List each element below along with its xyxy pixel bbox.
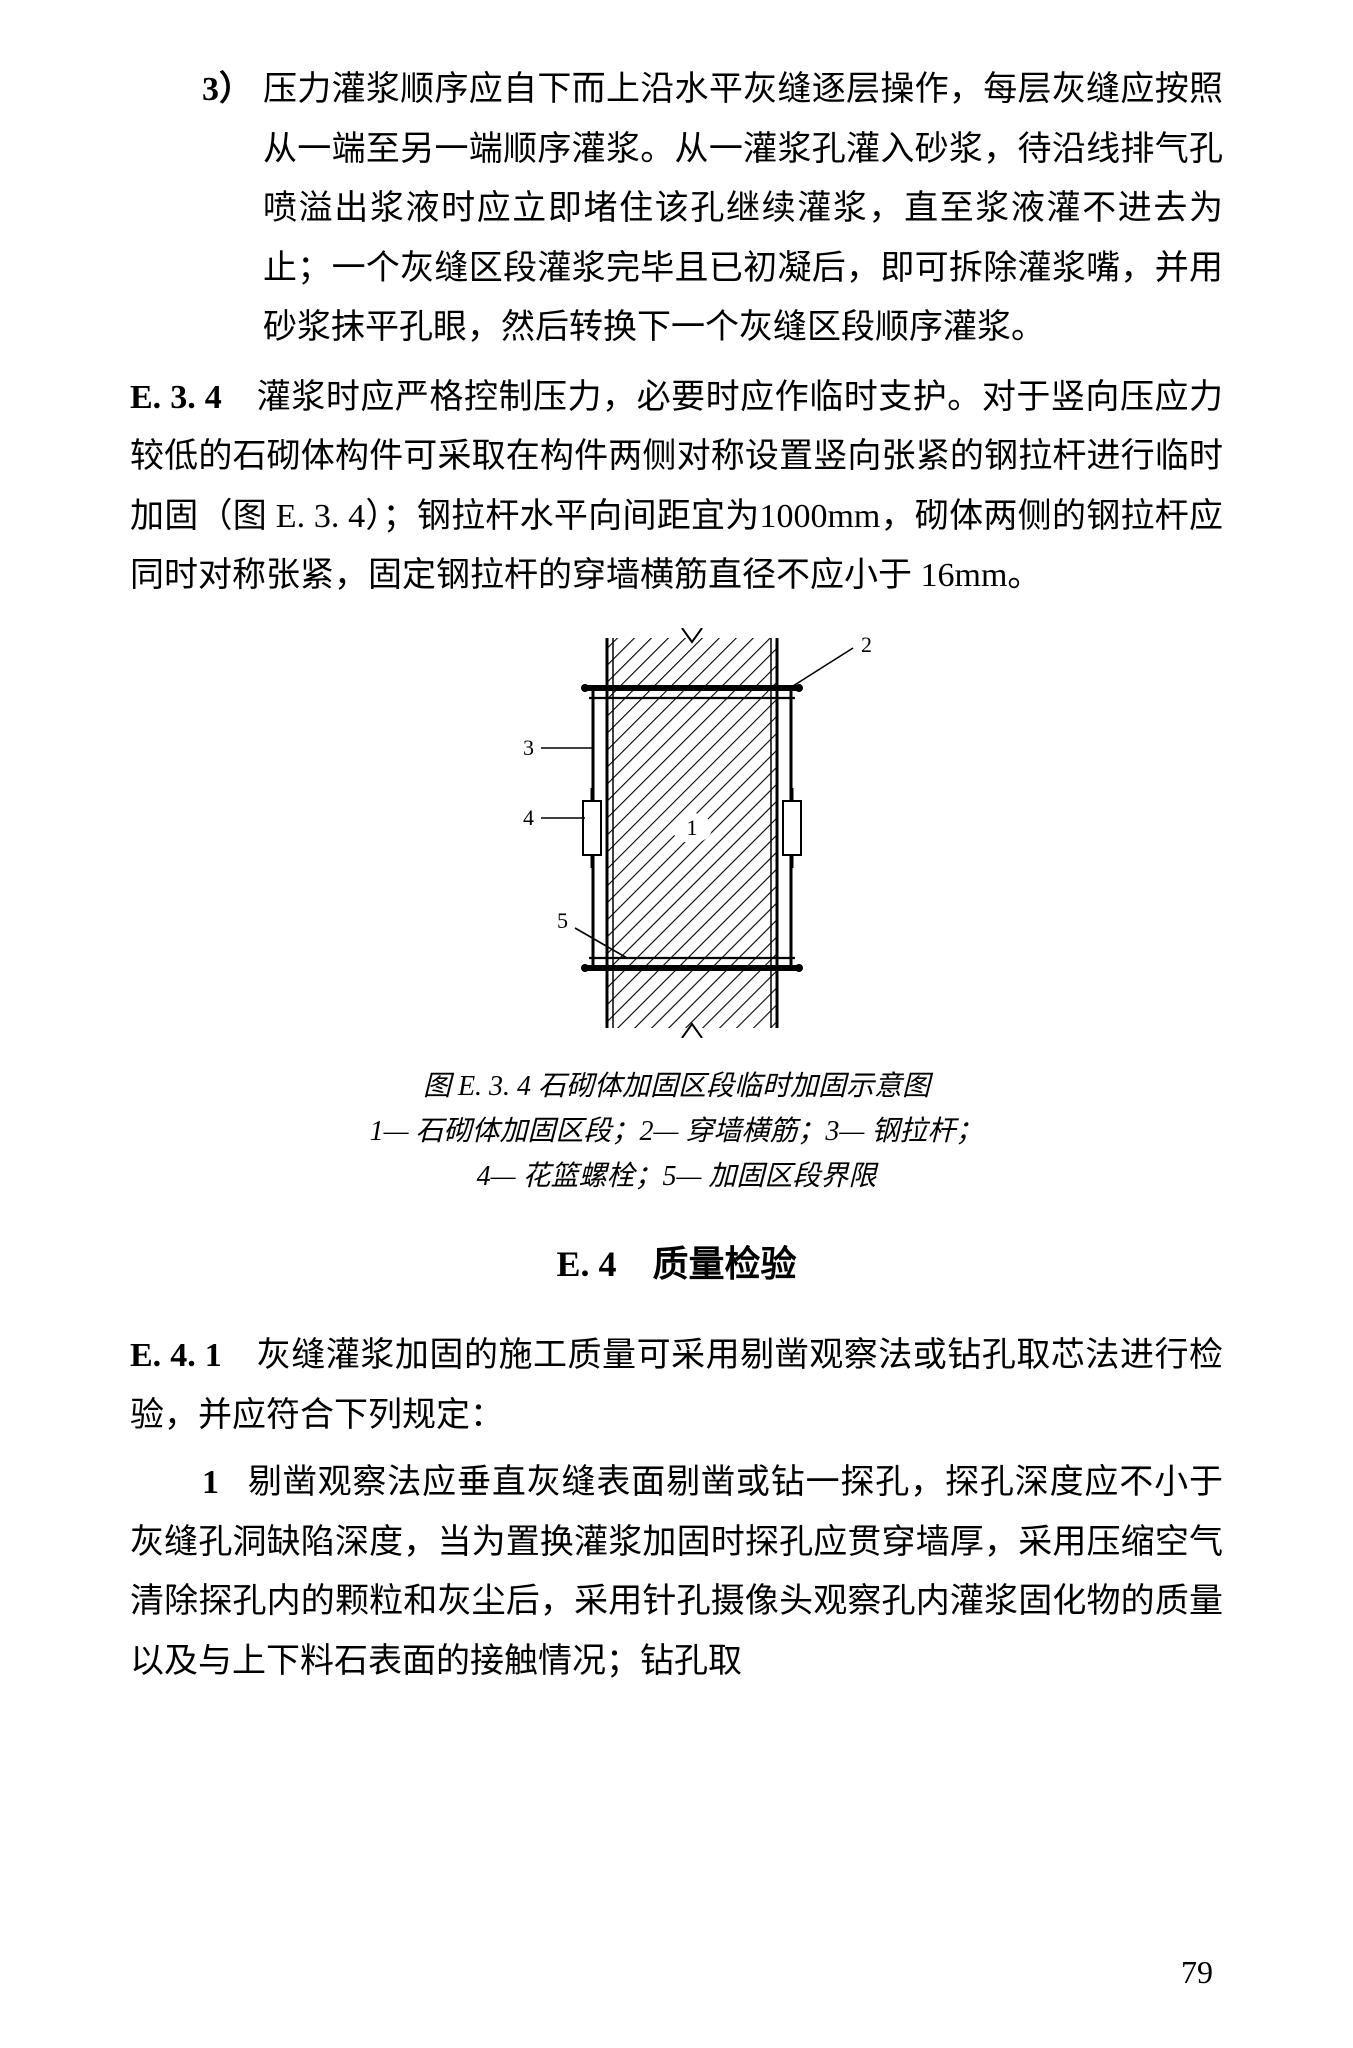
e41-item1-number: 1 bbox=[130, 1464, 247, 1501]
figure-caption: 图 E. 3. 4 石砌体加固区段临时加固示意图 1— 石砌体加固区段；2— 穿… bbox=[130, 1065, 1223, 1199]
list-item-3-number: 3） bbox=[130, 60, 263, 358]
section-title-e4: E. 4 质量检验 bbox=[130, 1233, 1223, 1296]
list-item-3: 3） 压力灌浆顺序应自下而上沿水平灰缝逐层操作，每层灰缝应按照从一端至另一端顺序… bbox=[130, 60, 1223, 358]
figure-e34-svg: 1 2 3 4 5 bbox=[457, 628, 897, 1038]
paragraph-e41-item1: 1剔凿观察法应垂直灰缝表面剔凿或钻一探孔，探孔深度应不小于灰缝孔洞缺陷深度，当为… bbox=[130, 1453, 1223, 1691]
figure-label-3: 3 bbox=[523, 735, 534, 760]
figure-label-5: 5 bbox=[557, 908, 568, 933]
figure-e34: 1 2 3 4 5 图 E. 3. 4 石砌体加固区段临时加固示意图 1— 石砌… bbox=[130, 628, 1223, 1200]
figure-label-4: 4 bbox=[523, 805, 534, 830]
figure-label-1: 1 bbox=[686, 815, 697, 840]
e41-item1-text: 剔凿观察法应垂直灰缝表面剔凿或钻一探孔，探孔深度应不小于灰缝孔洞缺陷深度，当为置… bbox=[130, 1464, 1223, 1680]
paragraph-e34-text: 灌浆时应严格控制压力，必要时应作临时支护。对于竖向压应力较低的石砌体构件可采取在… bbox=[130, 379, 1223, 595]
figure-label-2: 2 bbox=[861, 632, 872, 657]
figure-caption-line2: 1— 石砌体加固区段；2— 穿墙横筋；3— 钢拉杆； bbox=[130, 1110, 1223, 1155]
heading-e41: E. 4. 1 bbox=[130, 1337, 222, 1374]
paragraph-e41-text: 灰缝灌浆加固的施工质量可采用剔凿观察法或钻孔取芯法进行检验，并应符合下列规定： bbox=[130, 1337, 1223, 1434]
page-number: 79 bbox=[1181, 1944, 1213, 2000]
paragraph-e34: E. 3. 4 灌浆时应严格控制压力，必要时应作临时支护。对于竖向压应力较低的石… bbox=[130, 368, 1223, 606]
list-item-3-text: 压力灌浆顺序应自下而上沿水平灰缝逐层操作，每层灰缝应按照从一端至另一端顺序灌浆。… bbox=[263, 60, 1223, 358]
paragraph-e41: E. 4. 1 灰缝灌浆加固的施工质量可采用剔凿观察法或钻孔取芯法进行检验，并应… bbox=[130, 1326, 1223, 1445]
figure-caption-title: 图 E. 3. 4 石砌体加固区段临时加固示意图 bbox=[130, 1065, 1223, 1110]
heading-e34: E. 3. 4 bbox=[130, 379, 222, 416]
figure-caption-line3: 4— 花篮螺栓；5— 加固区段界限 bbox=[130, 1155, 1223, 1200]
document-page: 3） 压力灌浆顺序应自下而上沿水平灰缝逐层操作，每层灰缝应按照从一端至另一端顺序… bbox=[0, 0, 1353, 2048]
